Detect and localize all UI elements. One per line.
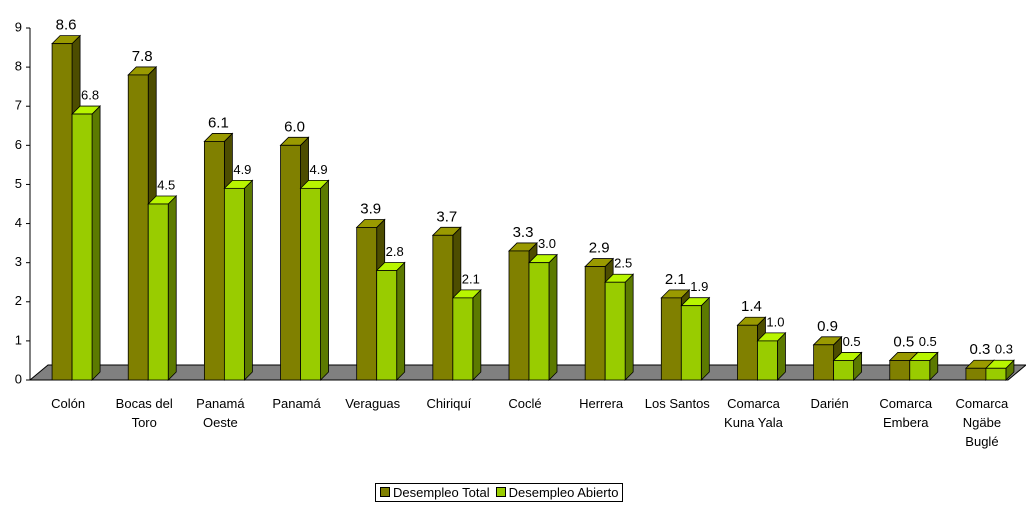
value-label: 1.4 — [741, 298, 762, 315]
value-label: 1.0 — [766, 314, 784, 329]
value-label: 8.6 — [56, 17, 77, 34]
y-tick-label: 3 — [15, 254, 22, 269]
bar — [985, 367, 1007, 381]
value-label: 0.3 — [969, 341, 990, 358]
y-tick-label: 4 — [15, 215, 22, 230]
value-label: 3.7 — [436, 208, 457, 225]
y-tick-label: 2 — [15, 293, 22, 308]
y-tick-label: 5 — [15, 176, 22, 191]
x-tick-label: Herrera — [579, 396, 624, 411]
legend-swatch — [380, 487, 390, 497]
bar — [300, 187, 321, 381]
bar-side — [243, 179, 253, 381]
bar-side — [472, 288, 482, 381]
value-label: 6.0 — [284, 118, 305, 135]
value-label: 0.5 — [919, 334, 937, 349]
y-tick-label: 8 — [15, 59, 22, 74]
bar — [813, 344, 835, 381]
value-label: 1.9 — [690, 279, 708, 294]
legend-item: Desempleo Abierto — [495, 485, 619, 500]
x-tick-label: Panamá — [272, 396, 321, 411]
value-label: 3.9 — [360, 200, 381, 217]
x-tick-label: Comarca Embera — [879, 396, 933, 430]
x-tick-label: Darién — [810, 396, 849, 411]
bar-side — [91, 105, 101, 381]
value-label: 2.1 — [665, 271, 686, 288]
bar — [203, 141, 225, 381]
bar — [376, 270, 398, 381]
bar-side — [700, 296, 710, 381]
bar — [223, 187, 245, 381]
y-tick-label: 1 — [15, 332, 22, 347]
legend-swatch — [495, 487, 506, 497]
value-label: 6.1 — [208, 114, 229, 131]
x-tick-label: Veraguas — [345, 396, 401, 411]
value-label: 2.1 — [462, 271, 480, 286]
y-tick-label: 7 — [15, 98, 22, 113]
x-tick-label: Panamá Oeste — [196, 396, 245, 430]
legend-label: Desempleo Abierto — [508, 485, 619, 500]
bar — [584, 266, 606, 381]
value-label: 0.9 — [817, 318, 838, 335]
x-tick-label: Los Santos — [644, 396, 710, 411]
bar — [356, 227, 378, 381]
bar — [508, 250, 530, 381]
bar — [909, 360, 931, 381]
bar — [660, 297, 682, 381]
bar — [71, 113, 93, 381]
bar-side — [624, 273, 634, 381]
bar — [432, 234, 454, 381]
y-tick-label: 9 — [15, 19, 22, 34]
bar — [51, 43, 73, 381]
y-tick-label: 0 — [15, 371, 22, 386]
legend: Desempleo Total Desempleo Abierto — [375, 483, 624, 502]
bar-side — [548, 253, 558, 381]
x-tick-label: Comarca Kuna Yala — [724, 396, 783, 430]
x-tick-label: Bocas del Toro — [115, 396, 173, 430]
bar-side — [396, 261, 406, 381]
bar — [680, 305, 702, 381]
bar — [147, 203, 169, 381]
value-label: 2.5 — [614, 256, 632, 271]
bar — [528, 262, 550, 381]
value-label: 3.0 — [538, 236, 556, 251]
bar-side — [167, 195, 177, 381]
bar — [452, 297, 474, 381]
value-label: 4.9 — [309, 162, 327, 177]
bar — [604, 281, 626, 381]
legend-item: Desempleo Total — [380, 485, 490, 500]
x-tick-label: Comarca Ngäbe Buglé — [955, 396, 1009, 449]
bar — [965, 367, 987, 381]
x-tick-label: Chiriquí — [426, 396, 472, 411]
value-label: 4.9 — [233, 162, 251, 177]
value-label: 0.5 — [893, 333, 914, 350]
value-label: 4.5 — [157, 177, 175, 192]
value-label: 2.9 — [589, 240, 610, 257]
value-label: 0.3 — [995, 342, 1013, 357]
x-tick-label: Colón — [51, 396, 86, 411]
bar — [833, 360, 855, 381]
bar-side — [320, 179, 329, 381]
value-label: 3.3 — [513, 224, 534, 241]
bar — [889, 360, 911, 381]
legend-label: Desempleo Total — [393, 485, 490, 500]
value-label: 6.8 — [81, 87, 99, 102]
value-label: 7.8 — [132, 48, 153, 65]
y-tick-label: 6 — [15, 137, 22, 152]
bar — [280, 144, 301, 381]
value-label: 0.5 — [843, 334, 861, 349]
value-label: 2.8 — [386, 244, 404, 259]
bar — [737, 324, 758, 381]
x-tick-label: Coclé — [508, 396, 542, 411]
bar — [757, 340, 778, 381]
bar — [127, 74, 149, 381]
